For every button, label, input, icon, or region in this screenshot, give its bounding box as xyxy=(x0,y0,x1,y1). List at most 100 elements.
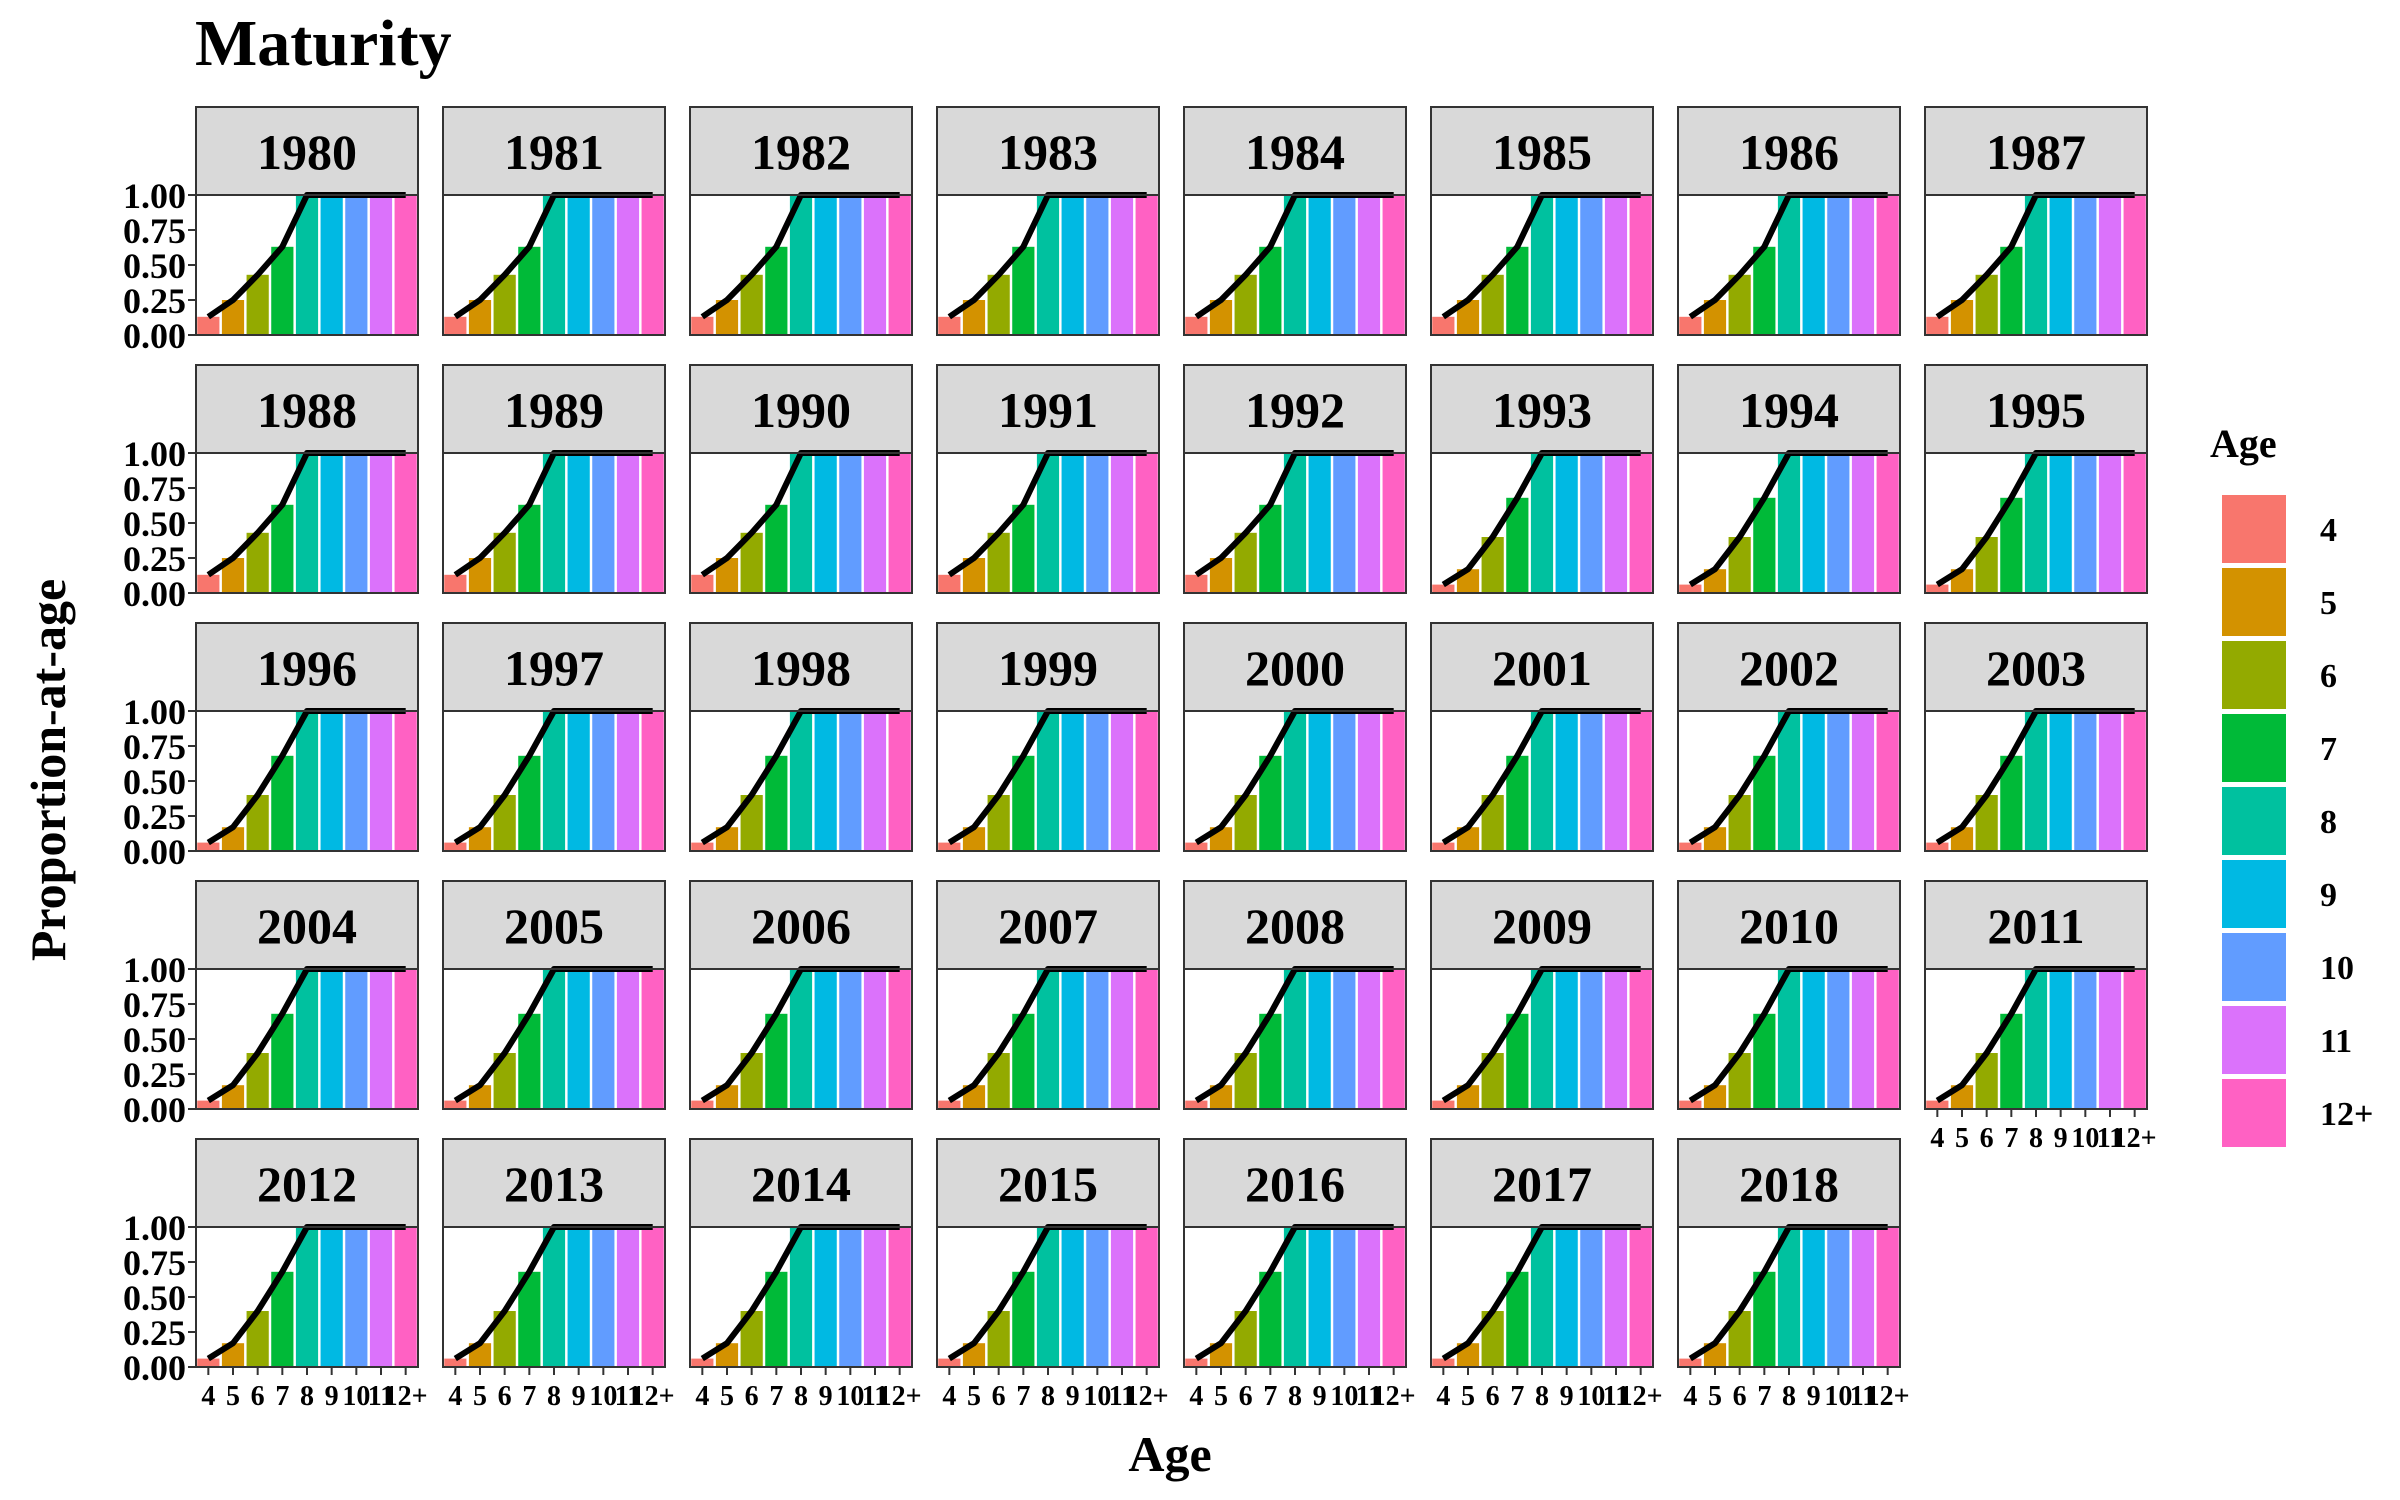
bar-age-12+ xyxy=(1135,969,1158,1109)
bar-age-4 xyxy=(1679,316,1702,335)
bar-age-7 xyxy=(271,246,294,335)
y-tick-label: 1.00 xyxy=(123,176,186,216)
x-tick-label: 6 xyxy=(1239,1381,1253,1412)
facet-strip-label: 1983 xyxy=(998,124,1098,180)
x-tick-label: 11 xyxy=(862,1381,888,1412)
bar-age-12+ xyxy=(1135,1227,1158,1367)
x-tick-label: 4 xyxy=(448,1381,462,1412)
x-tick-label: 10 xyxy=(1577,1381,1605,1412)
facet-strip xyxy=(689,364,913,454)
legend-label-10: 10 xyxy=(2320,950,2354,987)
facet-strip-label: 2018 xyxy=(1739,1156,1839,1212)
bar-age-7 xyxy=(765,1013,788,1109)
facet-panel-1997: 1997 xyxy=(442,622,666,852)
bar-age-10 xyxy=(2074,453,2097,593)
bar-age-11 xyxy=(1357,711,1381,851)
bar-age-8 xyxy=(1777,453,1801,593)
facet-strip xyxy=(442,364,666,454)
bar-age-6 xyxy=(1728,795,1751,851)
facet-panel-2001: 2001 xyxy=(1430,622,1654,852)
bar-age-12+ xyxy=(1876,1227,1899,1367)
y-tick-label: 1.00 xyxy=(123,950,186,990)
bar-age-10 xyxy=(839,195,862,335)
bar-age-5 xyxy=(962,300,986,335)
y-tick-label: 0.75 xyxy=(123,727,186,767)
bar-age-9 xyxy=(814,1227,837,1367)
bar-age-6 xyxy=(740,1053,763,1109)
facet-strip xyxy=(1677,622,1901,712)
bar-age-11 xyxy=(616,969,640,1109)
bar-age-8 xyxy=(1036,195,1060,335)
legend-label-4: 4 xyxy=(2320,512,2337,549)
bar-age-5 xyxy=(1209,558,1233,593)
bar-age-12+ xyxy=(1629,1227,1652,1367)
bar-age-8 xyxy=(789,1227,813,1367)
legend-key-5 xyxy=(2222,568,2286,636)
bar-age-10 xyxy=(1086,969,1109,1109)
facet-strip-label: 2003 xyxy=(1986,640,2086,696)
facet-strip-label: 1988 xyxy=(257,382,357,438)
bar-age-9 xyxy=(1308,453,1331,593)
bar-age-10 xyxy=(345,195,368,335)
legend-label-8: 8 xyxy=(2320,804,2337,841)
bar-age-9 xyxy=(1555,969,1578,1109)
x-tick-label: 9 xyxy=(572,1381,586,1412)
y-tick-label: 0.00 xyxy=(123,832,186,872)
bar-age-6 xyxy=(987,795,1010,851)
x-tick-label: 12+ xyxy=(1372,1381,1416,1412)
bar-age-11 xyxy=(863,969,887,1109)
bar-age-4 xyxy=(444,1358,467,1367)
facet-strip-label: 1989 xyxy=(504,382,604,438)
x-tick-label: 12+ xyxy=(1125,1381,1169,1412)
x-tick-label: 7 xyxy=(275,1381,289,1412)
bar-age-8 xyxy=(1036,453,1060,593)
x-tick-label: 8 xyxy=(1782,1381,1796,1412)
x-tick-label: 5 xyxy=(473,1381,487,1412)
legend-label-5: 5 xyxy=(2320,585,2337,622)
x-tick-label: 5 xyxy=(720,1381,734,1412)
bar-age-6 xyxy=(1975,537,1998,593)
x-tick-label: 4 xyxy=(695,1381,709,1412)
facet-strip-label: 1997 xyxy=(504,640,604,696)
bar-age-7 xyxy=(1259,755,1282,851)
bar-age-10 xyxy=(1333,195,1356,335)
legend-key-7 xyxy=(2222,714,2286,782)
bar-age-4 xyxy=(938,842,961,851)
bar-age-6 xyxy=(493,1311,516,1367)
bar-age-12+ xyxy=(1382,453,1405,593)
bar-age-8 xyxy=(542,711,566,851)
panel-border xyxy=(1677,452,1901,594)
bar-age-6 xyxy=(740,1311,763,1367)
x-tick-label: 10 xyxy=(1083,1381,1111,1412)
bar-age-7 xyxy=(765,1271,788,1367)
bar-age-7 xyxy=(2000,1013,2023,1109)
legend-label-12+: 12+ xyxy=(2320,1096,2373,1133)
bar-age-6 xyxy=(1481,537,1504,593)
bar-age-4 xyxy=(691,1358,714,1367)
x-tick-label: 10 xyxy=(2071,1123,2099,1154)
bar-age-9 xyxy=(567,969,590,1109)
bar-age-9 xyxy=(1802,453,1825,593)
bar-age-8 xyxy=(542,195,566,335)
bar-age-9 xyxy=(1308,195,1331,335)
x-tick-label: 10 xyxy=(589,1381,617,1412)
facet-panel-1987: 1987 xyxy=(1924,106,2148,336)
bar-age-7 xyxy=(1012,246,1035,335)
bar-age-11 xyxy=(369,453,393,593)
bar-age-6 xyxy=(1481,1053,1504,1109)
bar-age-9 xyxy=(320,195,343,335)
legend-label-9: 9 xyxy=(2320,877,2337,914)
bar-age-8 xyxy=(1036,1227,1060,1367)
bar-age-8 xyxy=(1530,969,1554,1109)
x-tick-label: 4 xyxy=(1189,1381,1203,1412)
bar-age-11 xyxy=(2098,453,2122,593)
legend-label-6: 6 xyxy=(2320,658,2337,695)
bar-age-6 xyxy=(246,532,269,593)
bar-age-8 xyxy=(542,453,566,593)
panel-border xyxy=(442,710,666,852)
panel-border xyxy=(1924,710,2148,852)
x-tick-label: 6 xyxy=(1733,1381,1747,1412)
facet-strip-label: 1995 xyxy=(1986,382,2086,438)
